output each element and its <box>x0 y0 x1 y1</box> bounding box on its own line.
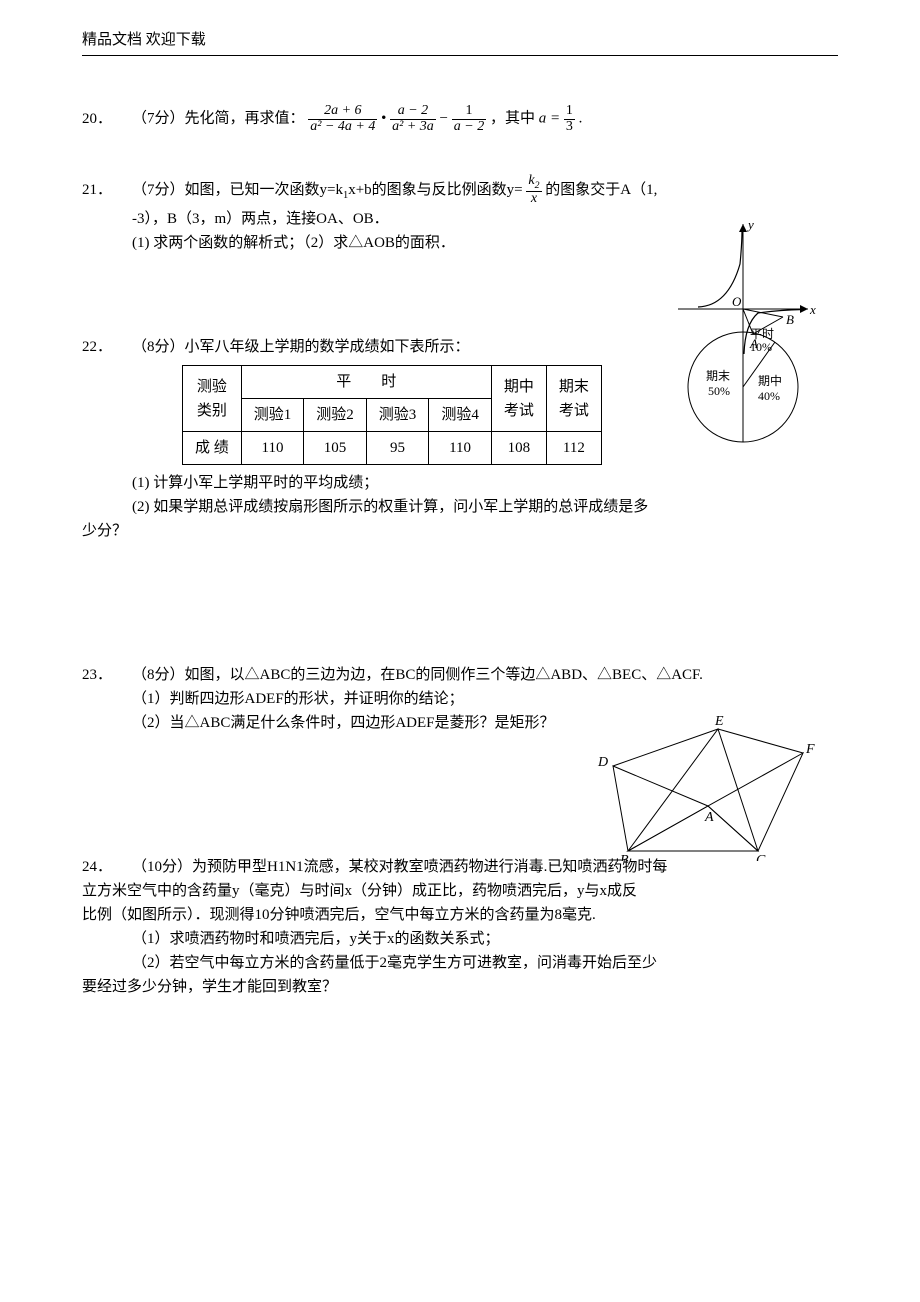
q24-l5: （2）若空气中每立方米的含药量低于2毫克学生方可进教室，问消毒开始后至少 <box>82 951 838 975</box>
q22-c1: 测验1 <box>241 399 304 432</box>
svg-text:A: A <box>704 810 714 825</box>
problem-21: 21． （7分）如图，已知一次函数y=k1x+b的图象与反比例函数y= k2x … <box>82 174 838 255</box>
pie-final-label: 期末 <box>706 369 730 383</box>
pie-final-val: 50% <box>708 384 730 398</box>
q22-q1: (1) 计算小军上学期平时的平均成绩； <box>82 471 838 495</box>
q23-line2: （1）判断四边形ADEF的形状，并证明你的结论； <box>82 687 838 711</box>
q22-v3: 95 <box>366 432 429 465</box>
q23-line1: （8分）如图，以△ABC的三边为边，在BC的同侧作三个等边△ABD、△BEC、△… <box>132 663 838 687</box>
q20-dot: • <box>381 111 386 127</box>
q21-number: 21． <box>82 178 132 202</box>
svg-text:E: E <box>714 714 724 729</box>
q20-frac4: 13 <box>564 104 575 134</box>
pie-mid-label: 期中 <box>758 373 782 388</box>
q22-number: 22． <box>82 335 132 359</box>
problem-20: 20． （7分）先化简，再求值： 2a + 6a² − 4a + 4 • a −… <box>82 104 838 134</box>
q20-minus: − <box>440 111 448 127</box>
q21-line1: （7分）如图，已知一次函数y=k1x+b的图象与反比例函数y= k2x 的图象交… <box>132 174 838 207</box>
q22-v5: 108 <box>491 432 546 465</box>
svg-text:F: F <box>805 742 815 757</box>
q20-avar: a = <box>539 111 560 127</box>
q24-l3: 比例（如图所示）．现测得10分钟喷洒完后，空气中每立方米的含药量为8毫克. <box>82 903 838 927</box>
q22-row-label: 成 绩 <box>183 432 242 465</box>
q21-O-label: O <box>732 294 742 309</box>
svg-text:D: D <box>597 755 608 770</box>
pie-usual-label: 平时 <box>750 327 774 341</box>
q21-y-label: y <box>746 217 754 232</box>
header-text: 精品文档 欢迎下载 <box>82 32 206 48</box>
q22-v6: 112 <box>546 432 601 465</box>
q21-x-label: x <box>809 302 816 317</box>
pie-mid-val: 40% <box>758 389 780 403</box>
q20-prefix: （7分）先化简，再求值： <box>132 111 305 127</box>
q22-th-category: 测验类别 <box>183 366 242 432</box>
q20-frac2: a − 2a² + 3a <box>390 104 436 134</box>
q24-l6: 要经过多少分钟，学生才能回到教室？ <box>82 975 838 999</box>
q23-figure: A B C D E F <box>588 711 818 869</box>
q22-v2: 105 <box>304 432 367 465</box>
q20-end: . <box>579 111 583 127</box>
problem-22: 22． （8分）小军八年级上学期的数学成绩如下表所示： 测验类别 平 时 期中考… <box>82 335 838 543</box>
q20-frac3: 1a − 2 <box>452 104 486 134</box>
q22-th-mid: 期中考试 <box>491 366 546 432</box>
q23-number: 23． <box>82 663 132 687</box>
q20-frac1: 2a + 6a² − 4a + 4 <box>308 104 377 134</box>
q20-body: （7分）先化简，再求值： 2a + 6a² − 4a + 4 • a − 2a²… <box>132 104 838 134</box>
q22-v4: 110 <box>429 432 492 465</box>
problem-24: 24． （10分）为预防甲型H1N1流感，某校对教室喷洒药物进行消毒.已知喷洒药… <box>82 855 838 999</box>
q24-l4: （1）求喷洒药物时和喷洒完后，y关于x的函数关系式； <box>82 927 838 951</box>
q22-th-final: 期末考试 <box>546 366 601 432</box>
q22-v1: 110 <box>241 432 304 465</box>
q22-q2a: (2) 如果学期总评成绩按扇形图所示的权重计算，问小军上学期的总评成绩是多 <box>82 495 838 519</box>
page-header: 精品文档 欢迎下载 <box>82 28 838 56</box>
q20-number: 20． <box>82 107 132 131</box>
q24-l2: 立方米空气中的含药量y（毫克）与时间x（分钟）成正比，药物喷洒完后，y与x成反 <box>82 879 838 903</box>
q21-kfrac: k2x <box>526 174 541 207</box>
q22-c2: 测验2 <box>304 399 367 432</box>
pie-usual-val: 10% <box>750 340 772 354</box>
q22-q2b: 少分？ <box>82 519 838 543</box>
q22-c3: 测验3 <box>366 399 429 432</box>
q22-pie-chart: 期末 50% 期中 40% 平时 10% <box>678 325 808 458</box>
problem-23: 23． （8分）如图，以△ABC的三边为边，在BC的同侧作三个等边△ABD、△B… <box>82 663 838 735</box>
q20-mid: ，其中 <box>490 111 539 127</box>
q22-table: 测验类别 平 时 期中考试 期末考试 测验1 测验2 测验3 测验4 成 绩 1… <box>182 365 602 465</box>
q24-l1: （10分）为预防甲型H1N1流感，某校对教室喷洒药物进行消毒.已知喷洒药物时每 <box>132 855 838 879</box>
q22-c4: 测验4 <box>429 399 492 432</box>
q22-th-usual: 平 时 <box>241 366 491 399</box>
q24-number: 24． <box>82 855 132 879</box>
